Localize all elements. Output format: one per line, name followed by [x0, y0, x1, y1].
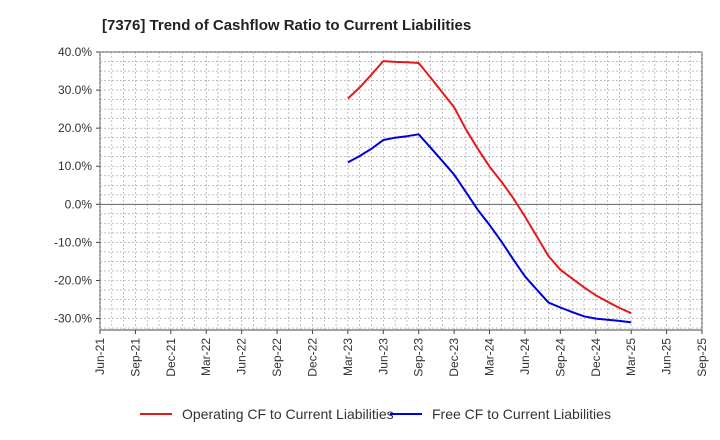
- y-tick-label: -30.0%: [54, 312, 92, 326]
- x-tick-label: Dec-22: [305, 338, 319, 377]
- legend-label-2: Free CF to Current Liabilities: [432, 406, 611, 422]
- y-tick-label: 30.0%: [58, 83, 92, 97]
- plot-area: [99, 51, 703, 331]
- series-line-2: [347, 133, 632, 324]
- x-tick-label: Sep-25: [695, 338, 709, 377]
- chart-title: [7376] Trend of Cashflow Ratio to Curren…: [102, 17, 471, 34]
- x-tick-label: Dec-21: [164, 338, 178, 377]
- legend: Operating CF to Current Liabilities Free …: [140, 406, 611, 422]
- x-tick-label: Sep-23: [412, 338, 426, 377]
- legend-label-1: Operating CF to Current Liabilities: [182, 406, 394, 422]
- x-tick-label: Mar-22: [199, 338, 213, 376]
- x-tick-label: Dec-24: [589, 338, 603, 377]
- x-tick-label: Sep-24: [553, 338, 567, 377]
- x-tick-label: Jun-25: [660, 338, 674, 375]
- x-tick-label: Mar-25: [624, 338, 638, 376]
- y-tick-label: 10.0%: [58, 159, 92, 173]
- y-tick-label: 20.0%: [58, 121, 92, 135]
- x-axis: Jun-21 Sep-21 Dec-21 Mar-22 Jun-22 Sep-22 Dec-…: [93, 330, 709, 377]
- x-tick-label: Mar-24: [483, 338, 497, 376]
- x-tick-label: Dec-23: [447, 338, 461, 377]
- y-tick-label: 40.0%: [58, 45, 92, 59]
- x-tick-label: Sep-22: [270, 338, 284, 377]
- x-tick-label: Sep-21: [128, 338, 142, 377]
- x-tick-label: Jun-24: [518, 338, 532, 375]
- series-line-1: [347, 60, 632, 315]
- x-tick-label: Jun-23: [376, 338, 390, 375]
- x-tick-label: Jun-21: [93, 338, 107, 375]
- x-tick-label: Jun-22: [235, 338, 249, 375]
- y-axis: 40.0% 30.0% 20.0% 10.0% 0.0% -10.0% -20.0% -30.…: [54, 45, 100, 326]
- x-tick-label: Mar-23: [341, 338, 355, 376]
- y-tick-label: 0.0%: [65, 197, 93, 211]
- series-lines: [347, 60, 632, 324]
- y-tick-label: -10.0%: [54, 235, 92, 249]
- y-tick-label: -20.0%: [54, 273, 92, 287]
